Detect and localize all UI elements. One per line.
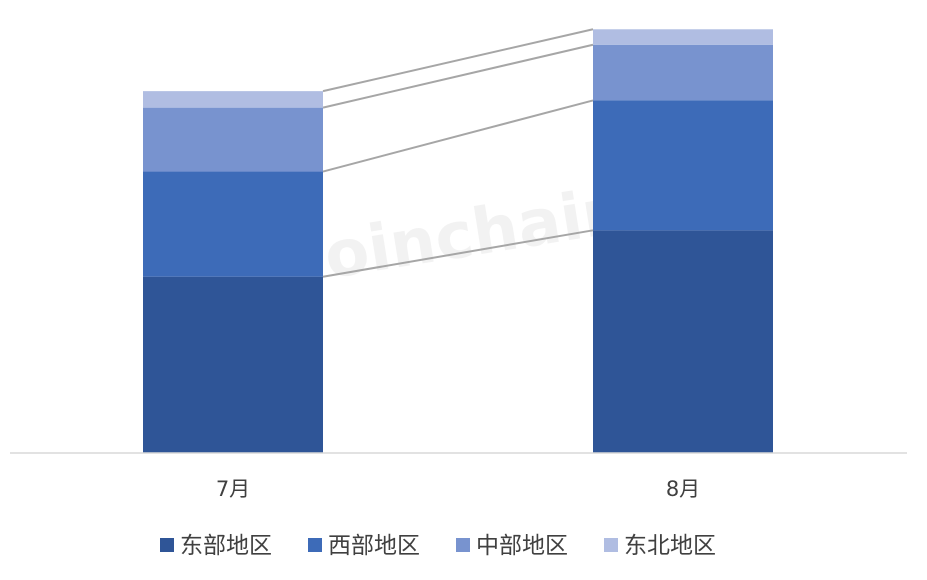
bar-segment-1-3 [593, 29, 773, 45]
legend-label-2: 中部地区 [476, 533, 568, 559]
bar-segment-0-0 [143, 276, 323, 453]
bar-segment-1-0 [593, 230, 773, 453]
watermark: Joinchain [292, 173, 633, 298]
x-tick-label-1: 8月 [666, 477, 700, 501]
bar-segment-0-1 [143, 171, 323, 277]
legend-swatch-0 [160, 538, 174, 552]
connector-line-3 [322, 28, 594, 93]
bar-segment-1-2 [593, 44, 773, 101]
bar-segment-0-2 [143, 107, 323, 172]
x-axis-ticks: 7月 8月 [216, 477, 700, 501]
legend-label-0: 东部地区 [180, 533, 272, 559]
legend-label-1: 西部地区 [328, 533, 420, 559]
legend-label-3: 东北地区 [624, 533, 716, 559]
connector-line-1 [322, 99, 594, 173]
connector-line-2 [322, 43, 594, 109]
legend-swatch-3 [604, 538, 618, 552]
connector-lines [322, 28, 594, 278]
bar-segment-0-3 [143, 91, 323, 108]
connector-line-0 [322, 229, 594, 278]
bar-segment-1-1 [593, 100, 773, 231]
x-tick-label-0: 7月 [216, 477, 250, 501]
legend-swatch-1 [308, 538, 322, 552]
legend: 东部地区 西部地区 中部地区 东北地区 [160, 533, 716, 559]
legend-swatch-2 [456, 538, 470, 552]
plot-area [143, 29, 773, 453]
